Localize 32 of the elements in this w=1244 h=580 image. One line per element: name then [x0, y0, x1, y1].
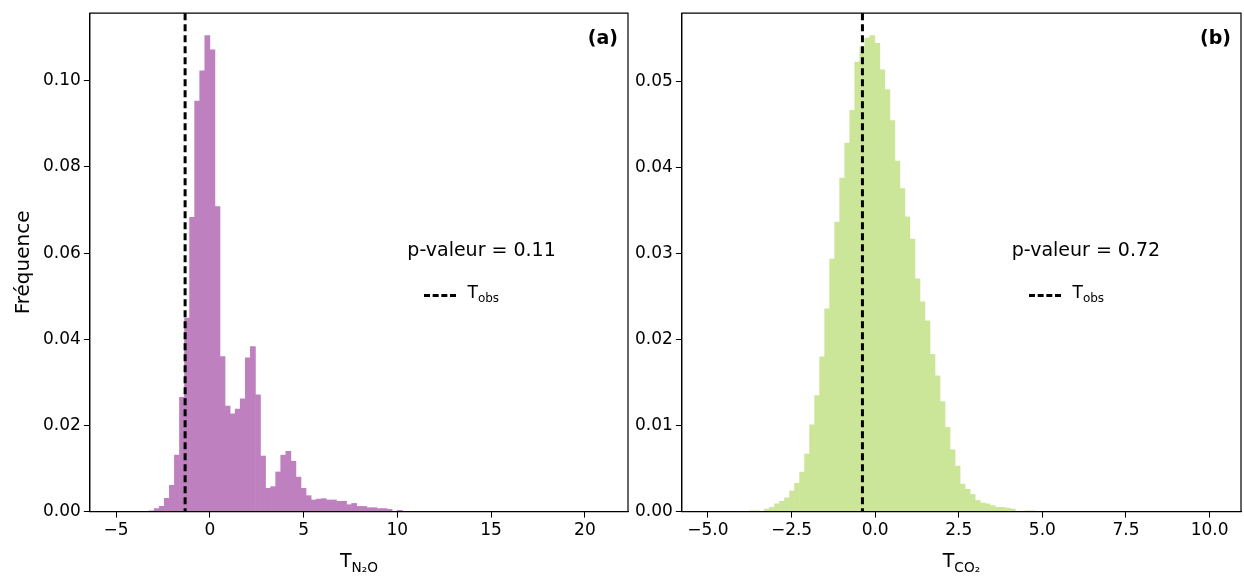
y-tick-label: 0.10 [42, 69, 81, 90]
annotation: (a) [587, 26, 619, 49]
x-tick-label: 5.0 [1028, 519, 1056, 540]
y-tick-label: 0.00 [634, 500, 673, 521]
x-tick-label: 10 [386, 519, 409, 540]
annotation: p-valeur = 0.11 [407, 238, 556, 261]
x-tick-label: 10.0 [1190, 519, 1229, 540]
y-tick-label: 0.03 [634, 242, 673, 263]
y-tick-label: 0.04 [42, 327, 81, 348]
y-tick-label: 0.01 [634, 414, 673, 435]
y-tick-label: 0.00 [42, 500, 81, 521]
y-tick-label: 0.02 [634, 328, 673, 349]
annotation: p-valeur = 0.72 [1011, 238, 1161, 261]
y-tick-label: 0.08 [42, 155, 81, 176]
ref-line-label: T$_{obs}$ [467, 281, 500, 308]
x-tick-label: −2.5 [770, 519, 813, 540]
y-tick-label: 0.04 [634, 156, 673, 177]
x-tick-label: 0 [204, 519, 216, 540]
x-tick-label: 0.0 [861, 519, 889, 540]
x-tick-label: −5 [103, 519, 129, 540]
y-tick-label: 0.05 [634, 70, 673, 91]
ref-line-label: T$_{obs}$ [1072, 281, 1105, 308]
x-tick-label: −5.0 [687, 519, 729, 540]
x-tick-label: 20 [574, 519, 596, 540]
x-tick-label: 2.5 [945, 519, 973, 540]
x-tick-label: 7.5 [1112, 519, 1140, 540]
y-tick-label: 0.06 [42, 241, 81, 262]
y-axis-title: Fréquence [10, 210, 35, 315]
annotation: (b) [1200, 26, 1231, 49]
x-tick-label: 15 [480, 519, 502, 540]
x-tick-label: 5 [298, 519, 310, 540]
y-tick-label: 0.02 [42, 413, 81, 434]
